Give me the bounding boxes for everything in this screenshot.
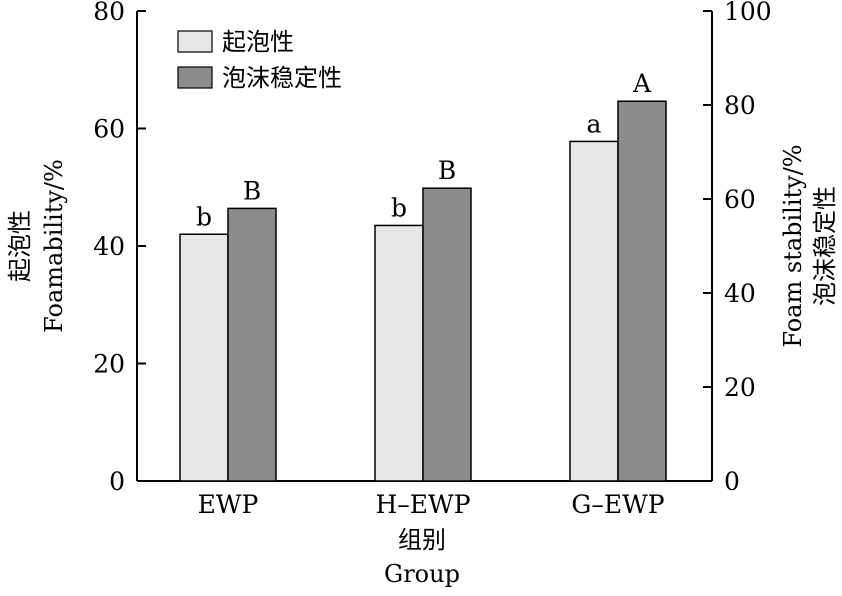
bar-foam-stability [617, 100, 667, 482]
legend-swatch-foam-stability [177, 66, 213, 89]
bar-foamability [569, 140, 619, 482]
bar-foam-stability [422, 187, 472, 482]
x-axis-title-en: Group [384, 560, 460, 588]
x-tick-label: G–EWP [571, 490, 664, 519]
left-tick-label: 80 [93, 0, 125, 26]
right-tick-label: 80 [724, 91, 756, 120]
legend-label-foam-stability: 泡沫稳定性 [222, 64, 342, 92]
x-tick-label: H–EWP [375, 490, 470, 519]
right-axis-ticks: 0 20 40 60 80 100 [703, 0, 772, 496]
left-axis-title-en: Foamability/% [40, 159, 68, 333]
left-tick-label: 20 [93, 350, 125, 379]
right-tick-label: 40 [724, 279, 756, 308]
legend: 起泡性 泡沫稳定性 [177, 28, 342, 92]
bar-foamability [179, 233, 229, 482]
bar-label-foam-stability: B [243, 176, 261, 205]
x-tick-label: EWP [198, 490, 259, 519]
left-tick-label: 0 [109, 467, 125, 496]
bar-foam-stability [227, 207, 277, 482]
legend-label-foamability: 起泡性 [222, 28, 294, 56]
right-axis-title-cn: 泡沫稳定性 [811, 186, 839, 306]
left-axis-title-cn: 起泡性 [6, 210, 34, 282]
bar-foamability [374, 224, 424, 482]
x-axis-title-cn: 组别 [398, 526, 446, 554]
right-axis-title: Foam stability/% 泡沫稳定性 [779, 144, 839, 347]
legend-swatch-foamability [177, 30, 213, 53]
left-axis-title: 起泡性 Foamability/% [6, 159, 68, 333]
right-tick-label: 0 [724, 467, 740, 496]
bar-label-foamability: b [196, 202, 212, 231]
left-tick-label: 40 [93, 232, 125, 261]
right-tick-label: 60 [724, 185, 756, 214]
bar-label-foam-stability: B [438, 156, 456, 185]
right-axis-title-en: Foam stability/% [779, 144, 807, 347]
left-axis-ticks: 0 20 40 60 80 [93, 0, 146, 496]
bars: b Bb Ba A [179, 69, 667, 482]
right-tick-label: 20 [724, 373, 756, 402]
x-tick-labels: EWP H–EWP G–EWP [198, 490, 665, 519]
bar-label-foamability: b [391, 193, 407, 222]
right-tick-label: 100 [724, 0, 772, 26]
left-tick-label: 60 [93, 115, 125, 144]
bar-label-foamability: a [587, 109, 602, 138]
bar-label-foam-stability: A [632, 69, 652, 98]
